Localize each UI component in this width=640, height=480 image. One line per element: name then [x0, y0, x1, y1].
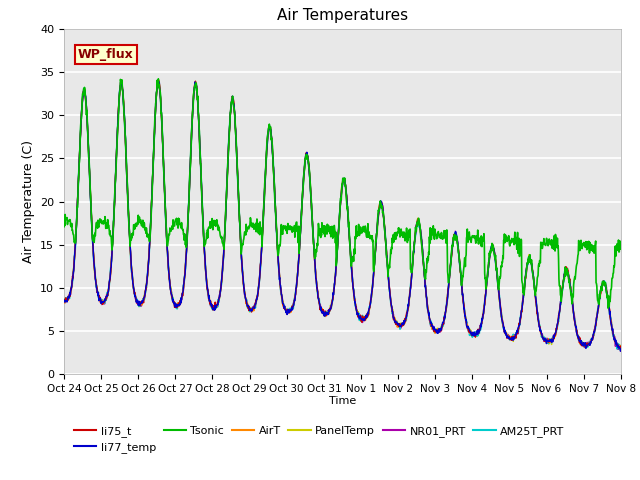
- Y-axis label: Air Temperature (C): Air Temperature (C): [22, 140, 35, 263]
- Text: WP_flux: WP_flux: [78, 48, 134, 61]
- Legend: li75_t, li77_temp, Tsonic, AirT, PanelTemp, NR01_PRT, AM25T_PRT: li75_t, li77_temp, Tsonic, AirT, PanelTe…: [70, 421, 569, 458]
- Title: Air Temperatures: Air Temperatures: [277, 9, 408, 24]
- X-axis label: Time: Time: [329, 396, 356, 406]
